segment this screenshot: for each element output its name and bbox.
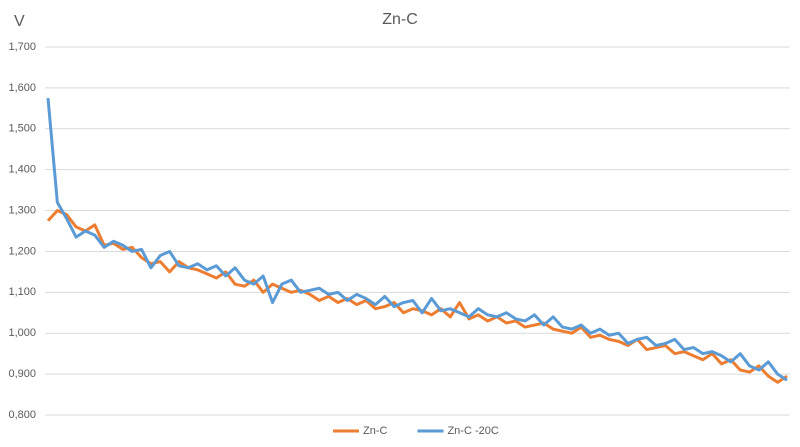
y-tick-label: 0,800 — [8, 409, 36, 421]
y-tick-label: 1,200 — [8, 245, 36, 257]
y-tick-label: 1,300 — [8, 204, 36, 216]
y-tick-label: 1,400 — [8, 164, 36, 176]
data-line — [46, 209, 788, 384]
legend-label: Zn-C — [363, 425, 388, 437]
legend-label: Zn-C -20C — [447, 425, 498, 437]
y-axis-label: V — [14, 13, 25, 30]
y-tick-label: 1,000 — [8, 327, 36, 339]
y-tick-label: 0,900 — [8, 368, 36, 380]
y-tick-label: 1,600 — [8, 82, 36, 94]
y-tick-label: 1,500 — [8, 123, 36, 135]
y-tick-label: 1,700 — [8, 41, 36, 53]
chart-title: Zn-C — [382, 11, 418, 28]
data-line — [46, 97, 788, 382]
y-tick-label: 1,100 — [8, 286, 36, 298]
